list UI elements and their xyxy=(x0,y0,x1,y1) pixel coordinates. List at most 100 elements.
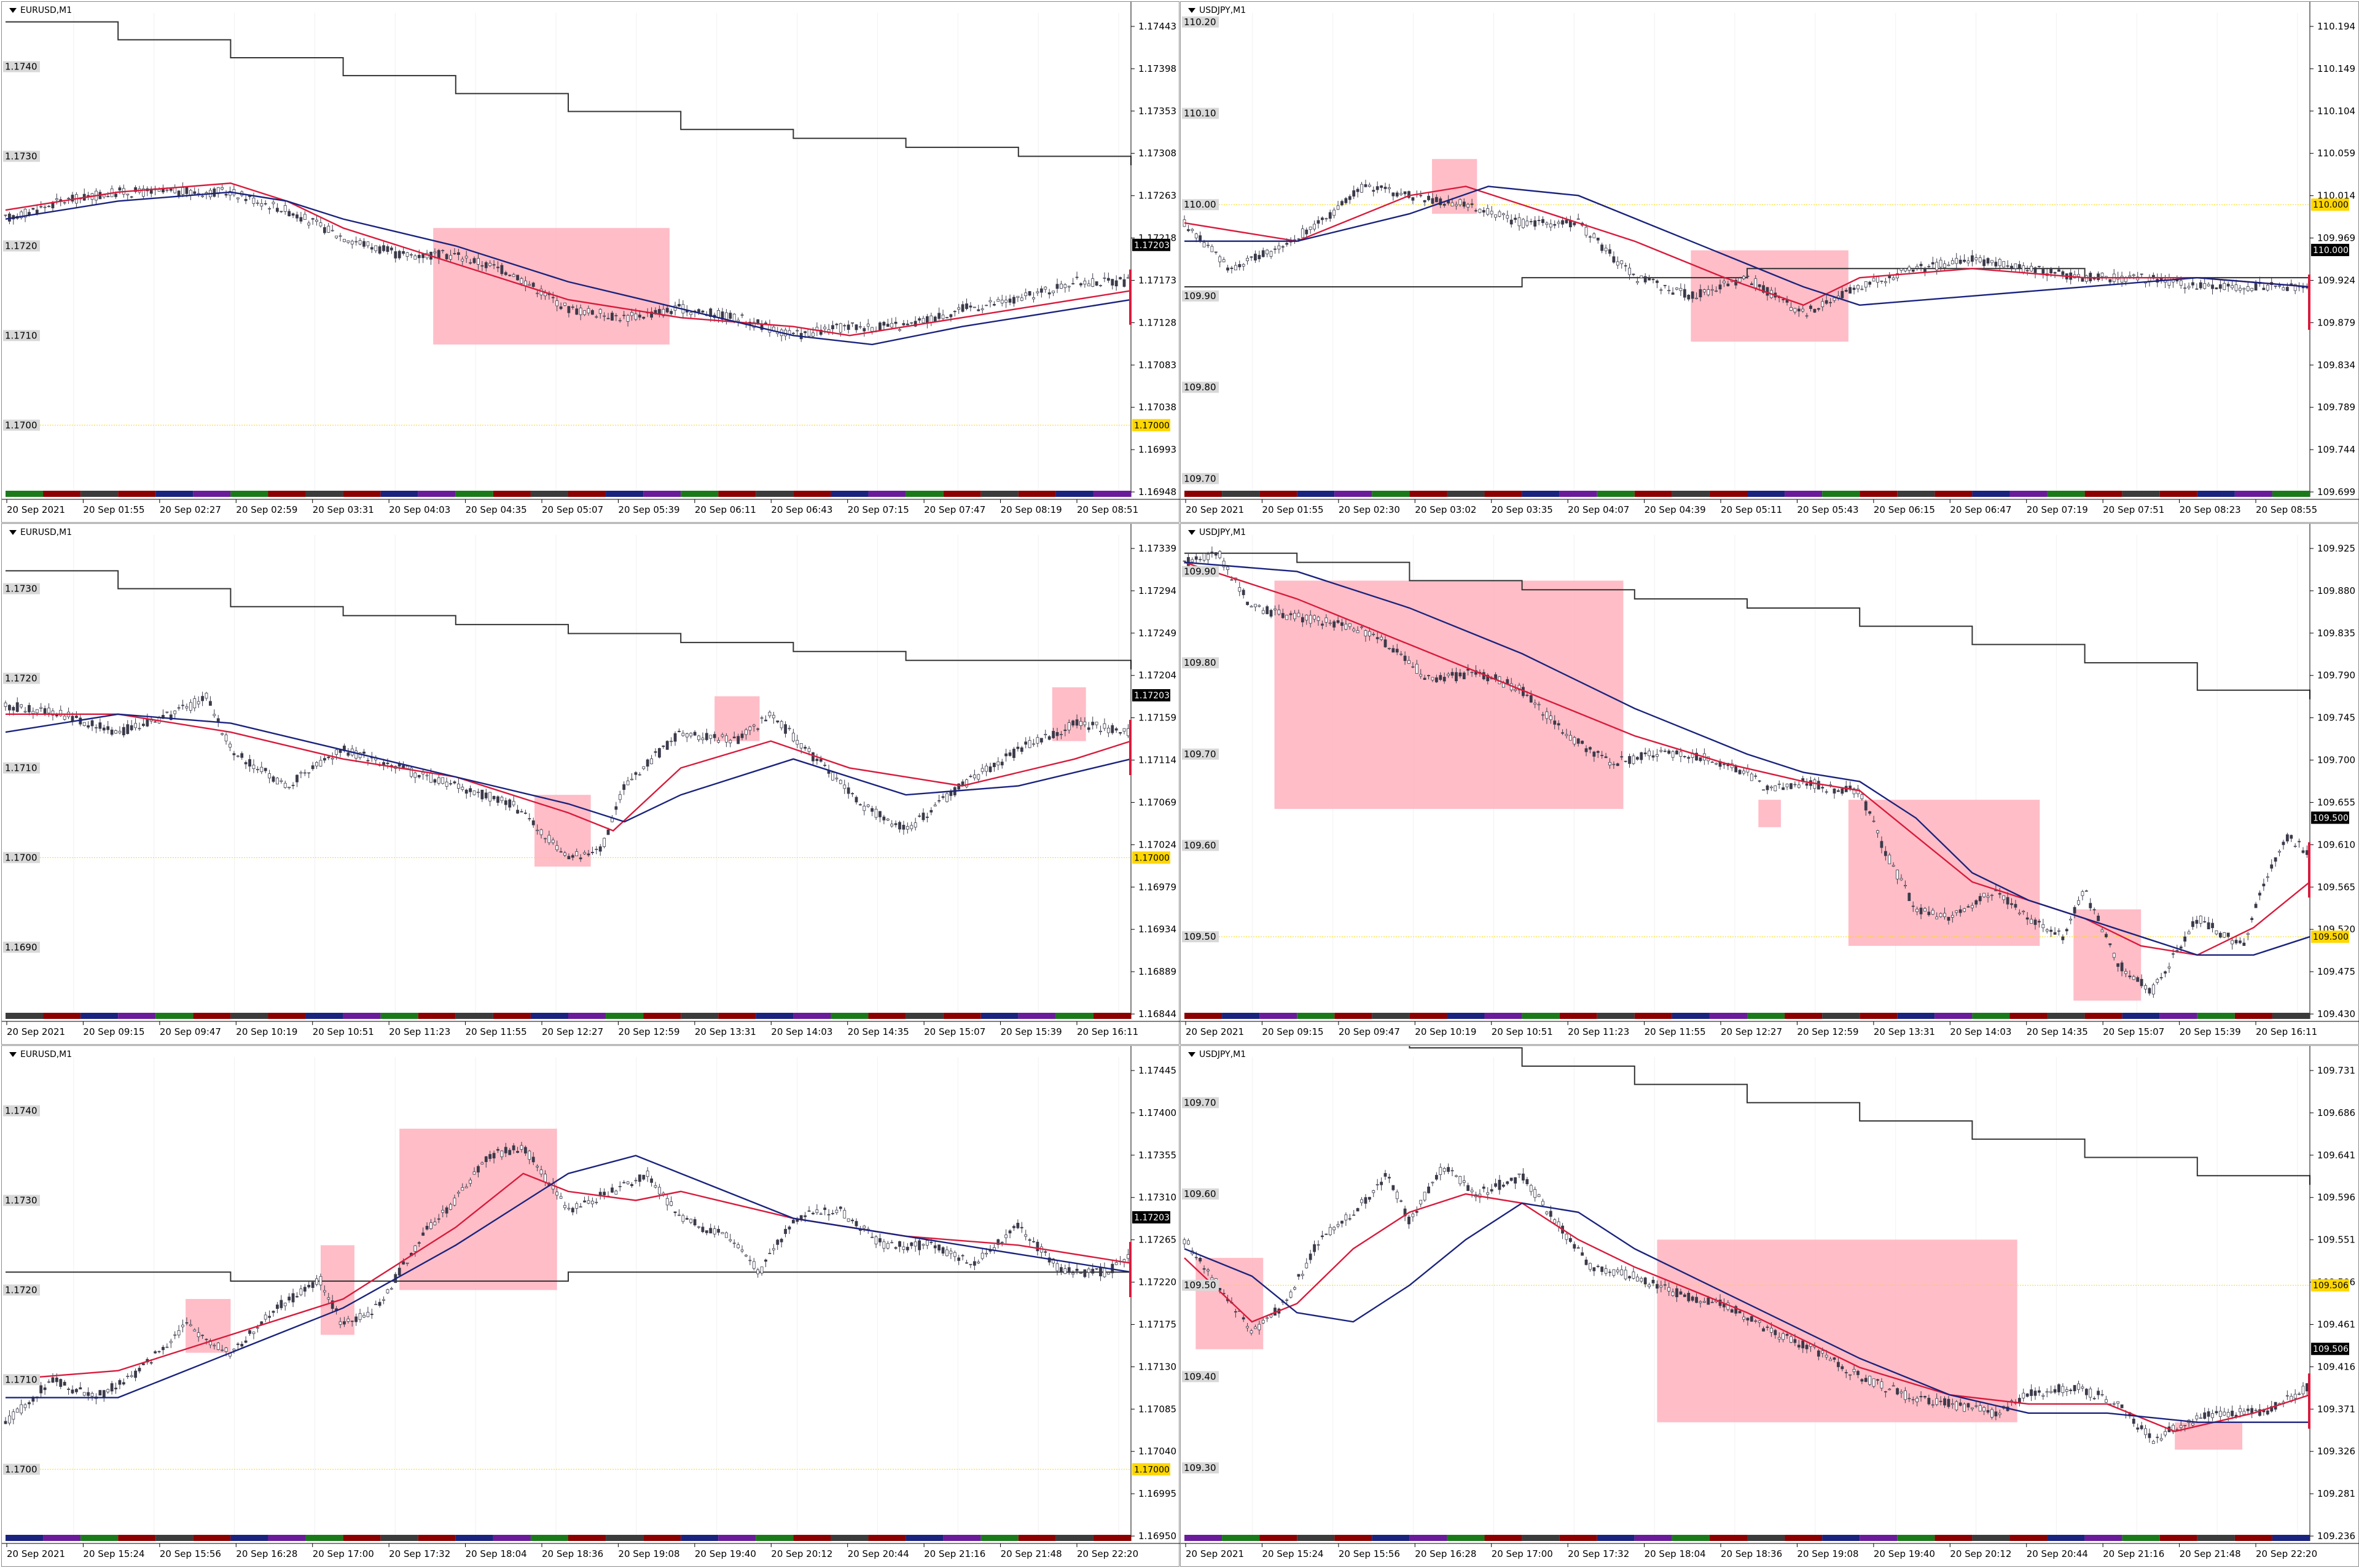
level-tag: 109.60 xyxy=(1184,840,1216,851)
chart-svg: 110.194 110.149 110.104 110.059 110.014 109.9… xyxy=(1181,2,2359,515)
right-axis-label: 1.17265 xyxy=(1138,1235,1176,1246)
time-axis-label: 20 Sep 10:51 xyxy=(1492,1026,1553,1037)
level-tag-bg xyxy=(1182,1279,1219,1291)
step-line xyxy=(1409,1046,2310,1185)
chart-svg: 109.925 109.880 109.835 109.790 109.745 109.7… xyxy=(1181,524,2359,1037)
level-tag: 1.1730 xyxy=(5,150,37,162)
level-tag-bg xyxy=(3,330,40,341)
time-axis-label: 20 Sep 01:55 xyxy=(83,504,144,515)
right-axis-label: 1.17400 xyxy=(1138,1107,1176,1118)
ma-fast-line xyxy=(5,182,1132,337)
level-tag: 1.1720 xyxy=(5,1284,37,1295)
level-tag: 1.1710 xyxy=(5,1374,37,1385)
time-axis-label: 20 Sep 15:39 xyxy=(2180,1026,2241,1037)
chart-panel-eurusd-3[interactable]: 1.17445 1.17400 1.17355 1.17310 1.17265 1.172… xyxy=(1,1045,1180,1567)
level-tag-bg xyxy=(1182,16,1219,28)
price-level-tag: 110.000 xyxy=(2313,200,2349,210)
time-axis-label: 20 Sep 18:04 xyxy=(1645,1548,1706,1559)
current-price-tag-bg xyxy=(2311,1343,2349,1355)
symbol-text: USDJPY,M1 xyxy=(1199,528,1246,537)
current-price-tag: 1.17203 xyxy=(1134,1213,1170,1223)
level-tag: 109.50 xyxy=(1184,1280,1216,1291)
level-tag-bg xyxy=(1182,107,1219,119)
chart-panel-usdjpy-1[interactable]: 110.194 110.149 110.104 110.059 110.014 109.9… xyxy=(1180,1,2359,523)
right-axis-label: 109.551 xyxy=(2317,1235,2355,1246)
chart-panel-usdjpy-3[interactable]: 109.731 109.686 109.641 109.596 109.551 109.5… xyxy=(1180,1045,2359,1567)
session-box xyxy=(1758,800,1781,827)
time-axis-label: 20 Sep 21:48 xyxy=(2180,1548,2241,1559)
right-axis-label: 109.731 xyxy=(2317,1065,2355,1076)
time-axis-label: 20 Sep 19:08 xyxy=(1797,1548,1858,1559)
chart-panel-usdjpy-2[interactable]: 109.925 109.880 109.835 109.790 109.745 109.7… xyxy=(1180,523,2359,1045)
time-axis-label: 20 Sep 21:16 xyxy=(2103,1548,2164,1559)
symbol-label[interactable]: USDJPY,M1 xyxy=(1188,6,1246,15)
dropdown-triangle-icon xyxy=(9,1052,17,1057)
right-axis-label: 1.17159 xyxy=(1138,712,1176,724)
right-axis-label: 109.789 xyxy=(2317,402,2355,413)
price-level-tag-bg xyxy=(1132,1463,1170,1476)
level-tag-bg xyxy=(3,1105,40,1117)
price-level-tag-bg xyxy=(2311,198,2349,211)
ma-fast-line xyxy=(6,713,1132,832)
time-axis-label: 20 Sep 15:07 xyxy=(2103,1026,2164,1037)
time-axis-label: 20 Sep 20:12 xyxy=(1950,1548,2011,1559)
session-box xyxy=(1195,1258,1264,1349)
ma-fast-line xyxy=(1184,1193,2310,1432)
time-axis-label: 20 Sep 08:51 xyxy=(1077,504,1138,515)
current-price-tag-bg xyxy=(2311,811,2349,824)
ma-slow-line xyxy=(6,1155,1132,1398)
level-tag-bg xyxy=(3,673,40,684)
right-axis-label: 109.925 xyxy=(2317,543,2355,554)
session-box xyxy=(1432,158,1477,214)
session-box xyxy=(186,1299,231,1353)
current-price-tag: 1.17203 xyxy=(1134,691,1170,701)
symbol-label[interactable]: EURUSD,M1 xyxy=(9,528,72,537)
chart-panel-eurusd-2[interactable]: 1.17339 1.17294 1.17249 1.17204 1.17159 1.171… xyxy=(1,523,1180,1045)
level-tag: 109.30 xyxy=(1184,1462,1216,1473)
right-axis-label: 1.16934 xyxy=(1138,924,1176,935)
time-axis-label: 20 Sep 22:20 xyxy=(2256,1548,2317,1559)
ask-marker xyxy=(1129,720,1132,776)
right-axis-label: 1.17398 xyxy=(1138,63,1176,74)
level-tag-bg xyxy=(3,150,40,162)
right-axis-label: 1.17038 xyxy=(1138,402,1176,413)
price-level-tag: 109.506 xyxy=(2313,1281,2349,1291)
right-axis-label: 1.16948 xyxy=(1138,486,1176,497)
symbol-label[interactable]: EURUSD,M1 xyxy=(9,1050,72,1059)
current-price-tag: 109.500 xyxy=(2313,813,2349,823)
ask-marker xyxy=(2308,1373,2310,1429)
level-tag: 1.1730 xyxy=(5,1195,37,1206)
symbol-label[interactable]: USDJPY,M1 xyxy=(1188,1050,1246,1059)
right-axis-label: 1.17355 xyxy=(1138,1150,1176,1161)
right-axis-label: 1.17249 xyxy=(1138,628,1176,639)
level-tag-bg xyxy=(1182,657,1219,669)
current-price-tag-bg xyxy=(1132,238,1170,251)
right-axis-label: 109.745 xyxy=(2317,712,2355,724)
time-axis-label: 20 Sep 04:39 xyxy=(1645,504,1706,515)
time-axis-label: 20 Sep 14:03 xyxy=(1950,1026,2011,1037)
price-level-tag: 1.17000 xyxy=(1134,853,1170,863)
right-axis-label: 1.17069 xyxy=(1138,797,1176,808)
right-axis-label: 1.17353 xyxy=(1138,106,1176,117)
dropdown-triangle-icon xyxy=(9,8,17,13)
symbol-label[interactable]: USDJPY,M1 xyxy=(1188,528,1246,537)
level-tag-bg xyxy=(1182,748,1219,760)
right-axis-label: 1.17173 xyxy=(1138,275,1176,286)
time-axis-label: 20 Sep 05:39 xyxy=(618,504,679,515)
chart-panel-eurusd-1[interactable]: 1.17443 1.17398 1.17353 1.17308 1.17263 1.172… xyxy=(1,1,1180,523)
right-axis-label: 109.699 xyxy=(2317,486,2355,497)
candles xyxy=(1183,546,2309,998)
time-axis-label: 20 Sep 15:24 xyxy=(83,1548,144,1559)
session-box xyxy=(1691,250,1848,342)
level-tag: 110.10 xyxy=(1184,108,1216,119)
level-tag-bg xyxy=(1182,931,1219,943)
time-axis-label: 20 Sep 12:59 xyxy=(1797,1026,1858,1037)
time-axis-label: 20 Sep 09:15 xyxy=(83,1026,144,1037)
level-tag-bg xyxy=(1182,840,1219,851)
level-tag: 109.60 xyxy=(1184,1188,1216,1199)
ma-slow-line xyxy=(1184,1202,2310,1423)
price-level-tag-bg xyxy=(1132,851,1170,864)
symbol-label[interactable]: EURUSD,M1 xyxy=(9,6,72,15)
time-axis-label: 20 Sep 01:55 xyxy=(1262,504,1323,515)
right-axis-label: 1.16993 xyxy=(1138,444,1176,455)
